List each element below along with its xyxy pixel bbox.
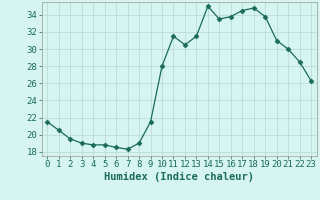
X-axis label: Humidex (Indice chaleur): Humidex (Indice chaleur) — [104, 172, 254, 182]
